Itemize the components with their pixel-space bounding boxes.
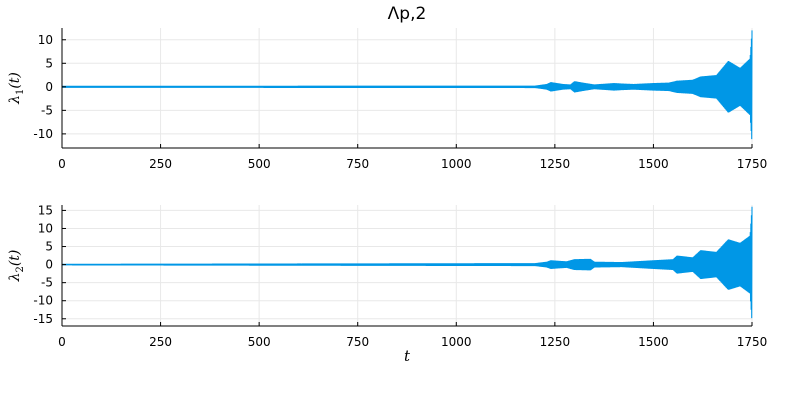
y-tick-label: 10 <box>38 33 53 47</box>
x-tick-label: 0 <box>58 335 66 349</box>
y-axis-label-sub: 2 <box>15 266 26 272</box>
y-tick-label: 10 <box>38 221 53 235</box>
x-tick-label: 1250 <box>540 157 571 171</box>
y-tick-label: 0 <box>45 258 53 272</box>
bottom-panel: 0 250 500 750 1000 1250 1500 1750 -15 -10 -5 0 5 10 15… <box>7 203 767 365</box>
x-tick-label: 0 <box>58 157 66 171</box>
y-tick-label: 5 <box>45 240 53 254</box>
y-tick-label: 0 <box>45 80 53 94</box>
y-axis-label-sub: 1 <box>15 89 26 95</box>
x-tick-label: 1000 <box>441 157 472 171</box>
y-axis-label: λ2(t) <box>7 250 26 283</box>
x-tick-label: 500 <box>248 335 271 349</box>
y-tick-label: 5 <box>45 56 53 70</box>
y-axis-label-arg: (t) <box>7 72 23 89</box>
y-tick-label: 15 <box>38 203 53 217</box>
x-tick-label: 1500 <box>638 157 669 171</box>
y-tick-label: -10 <box>33 127 53 141</box>
y-tick-label: -10 <box>33 294 53 308</box>
x-tick-label: 1750 <box>737 335 768 349</box>
y-axis-label-main: λ <box>7 273 23 283</box>
y-tick-label: -5 <box>41 103 53 117</box>
x-tick-label: 250 <box>149 157 172 171</box>
series-line <box>61 206 753 319</box>
x-tick-label: 1250 <box>540 335 571 349</box>
y-tick-label: -15 <box>33 312 53 326</box>
x-tick-label: 1500 <box>638 335 669 349</box>
y-axis-label: λ1(t) <box>7 72 26 105</box>
x-axis-label: t <box>404 347 411 365</box>
x-tick-label: 250 <box>149 335 172 349</box>
x-tick-label: 500 <box>248 157 271 171</box>
series-line <box>61 30 753 140</box>
y-axis-label-arg: (t) <box>7 250 23 267</box>
chart-title: Λp,2 <box>388 4 427 24</box>
x-tick-label: 750 <box>346 157 369 171</box>
x-tick-label: 750 <box>346 335 369 349</box>
y-axis-label-main: λ <box>7 95 23 105</box>
x-tick-label: 1750 <box>737 157 768 171</box>
top-panel: 0 250 500 750 1000 1250 1500 1750 -10 -5 0 5 10 λ1(t) <box>7 28 767 171</box>
x-tick-label: 1000 <box>441 335 472 349</box>
y-tick-label: -5 <box>41 276 53 290</box>
